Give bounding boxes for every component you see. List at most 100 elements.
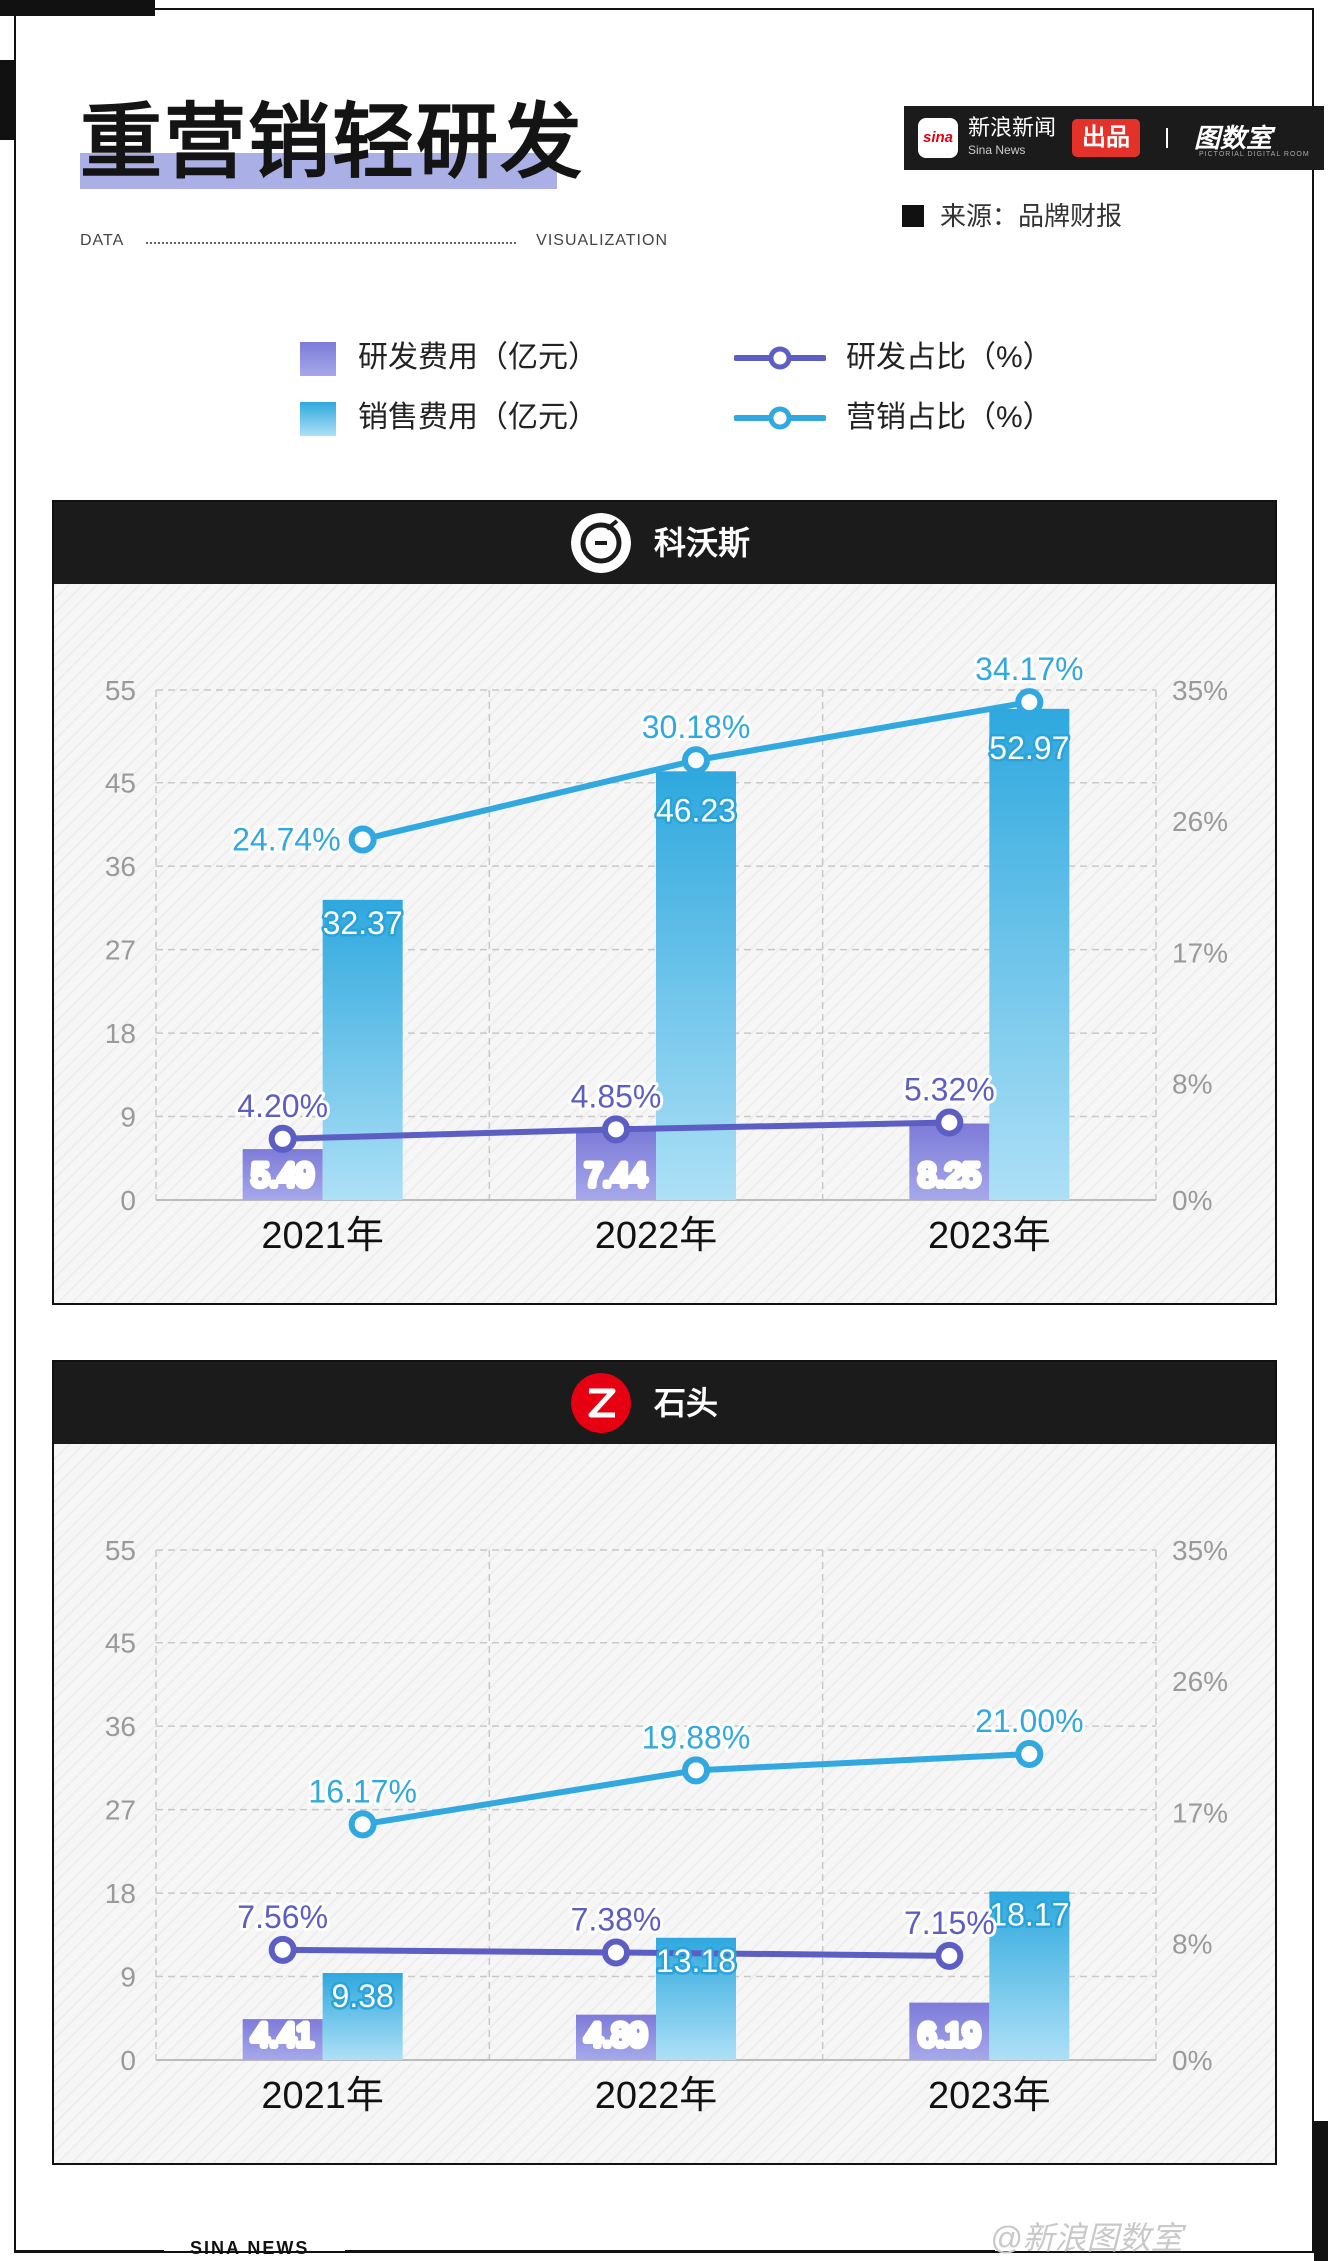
y-tick-label: 9 <box>120 1962 136 1993</box>
x-tick-label: 2021年 <box>261 2075 384 2117</box>
rd-ratio-data-label: 4.85% <box>571 1078 662 1114</box>
watermark: @新浪图数室 <box>990 2220 1183 2256</box>
mkt-ratio-point <box>1015 1740 1044 1768</box>
x-tick-label: 2022年 <box>595 1215 718 1257</box>
sales-cost-data-label: 9.38 <box>332 1978 394 2014</box>
y2-tick-label: 35% <box>1172 675 1228 706</box>
y2-tick-label: 8% <box>1172 1928 1212 1959</box>
sina-logo-icon: sina <box>918 118 958 158</box>
y-tick-label: 18 <box>105 1018 136 1049</box>
mkt-ratio-line-icon <box>734 406 826 430</box>
rd-ratio-point <box>268 1124 297 1153</box>
mkt-ratio-point <box>682 746 710 775</box>
footer-label: SINA NEWS <box>190 2238 310 2258</box>
rd-ratio-data-label: 7.38% <box>571 1901 662 1937</box>
sales-cost-data-label: 18.17 <box>989 1897 1069 1933</box>
y-tick-label: 36 <box>105 851 136 882</box>
lab-subtitle: PICTORIAL DIGITAL ROOM <box>1199 151 1310 158</box>
x-tick-label: 2023年 <box>928 2075 1051 2117</box>
lab-logo: 图数室 <box>1194 123 1273 153</box>
footer-rule <box>14 2250 164 2252</box>
y-tick-label: 45 <box>105 1628 136 1659</box>
rd-cost-data-label: 5.49 <box>252 1157 314 1193</box>
brand-name: 新浪新闻 <box>968 115 1057 140</box>
visualization-label: VISUALIZATION <box>536 232 668 249</box>
mkt-ratio-point <box>348 1810 377 1839</box>
panel-title: 石头 <box>654 1385 719 1421</box>
sales-cost-data-label: 52.97 <box>989 730 1069 766</box>
rd-cost-bar <box>242 1149 323 1200</box>
y-tick-label: 9 <box>120 1102 136 1133</box>
rd-ratio-data-label: 5.32% <box>904 1071 995 1107</box>
source-note: 来源：品牌财报 <box>902 196 1122 233</box>
legend-label: 营销占比（%） <box>846 401 1053 434</box>
y2-tick-label: 35% <box>1172 1535 1228 1566</box>
mkt-ratio-data-label: 30.18% <box>642 709 751 745</box>
y2-tick-label: 0% <box>1172 2045 1212 2076</box>
rd-ratio-point <box>935 1108 964 1137</box>
y-tick-label: 27 <box>105 935 136 966</box>
panel-header: 科沃斯 <box>54 502 1275 584</box>
sales-cost-bar <box>989 1891 1070 2060</box>
rd-ratio-point <box>268 1935 297 1964</box>
chart-area: 0 9 18 27 36 45 55 0% 8% 17% 26% 35% 2021年 2022年 2023年… <box>54 1444 1275 2163</box>
y-tick-label: 27 <box>105 1795 136 1826</box>
rd-ratio-data-label: 7.15% <box>904 1905 995 1941</box>
chart-ecovacs: 0 9 18 27 36 45 55 0% 8% 17% 26% 35% 2021年 2022年 2023年… <box>54 584 1275 1303</box>
ecovacs-logo-icon <box>571 513 631 573</box>
corner-decoration <box>1314 2121 1328 2261</box>
chart-area: 0 9 18 27 36 45 55 0% 8% 17% 26% 35% 2021年 2022年 2023年… <box>54 584 1275 1303</box>
source-text: 来源：品牌财报 <box>940 201 1123 231</box>
corner-decoration <box>0 60 14 140</box>
panel-title: 科沃斯 <box>654 525 751 561</box>
mkt-ratio-data-label: 19.88% <box>642 1719 751 1755</box>
footer-rule <box>345 2250 995 2252</box>
rd-cost-data-label: 4.41 <box>252 2017 314 2053</box>
y-tick-label: 0 <box>120 1185 136 1216</box>
mkt-ratio-data-label: 34.17% <box>975 651 1084 687</box>
rd-ratio-point <box>602 1115 630 1144</box>
page-title: 重营销轻研发 <box>80 97 585 188</box>
chart-roborock: 0 9 18 27 36 45 55 0% 8% 17% 26% 35% 2021年 2022年 2023年… <box>54 1444 1275 2163</box>
brand-separator <box>1166 128 1168 148</box>
y2-tick-label: 17% <box>1172 1797 1228 1828</box>
rd-cost-bar <box>909 2002 990 2060</box>
dotted-divider <box>146 242 516 244</box>
x-tick-label: 2021年 <box>261 1215 384 1257</box>
sales-cost-bar <box>656 771 736 1200</box>
mkt-ratio-data-label: 21.00% <box>975 1703 1084 1739</box>
brand-badge: 出品 <box>1072 119 1140 157</box>
rd-ratio-point <box>602 1938 630 1967</box>
rd-cost-data-label: 4.89 <box>585 2017 647 2053</box>
y2-tick-label: 8% <box>1172 1068 1212 1099</box>
sales-cost-data-label: 32.37 <box>323 905 403 941</box>
y2-tick-label: 17% <box>1172 937 1228 968</box>
y-tick-label: 45 <box>105 768 136 799</box>
y2-tick-label: 26% <box>1172 806 1228 837</box>
y-tick-label: 18 <box>105 1878 136 1909</box>
mkt-ratio-point <box>348 825 377 854</box>
y2-tick-label: 26% <box>1172 1666 1228 1697</box>
rd-ratio-data-label: 7.56% <box>237 1899 328 1935</box>
rd-cost-data-label: 8.25 <box>918 1157 980 1193</box>
y-tick-label: 0 <box>120 2045 136 2076</box>
x-tick-label: 2022年 <box>595 2075 718 2117</box>
rd-cost-data-label: 7.44 <box>585 1157 647 1193</box>
chart-panel-ecovacs: 科沃斯 0 9 18 27 36 45 55 0% 8% 17% 26% 35% 2021年 2022年 2… <box>52 500 1277 1305</box>
brand-banner: sina 新浪新闻 Sina News 出品 图数室 PICTORIAL DIG… <box>904 106 1324 170</box>
y-tick-label: 55 <box>105 1535 136 1566</box>
rd-ratio-line-icon <box>734 346 826 370</box>
mkt-ratio-data-label: 24.74% <box>232 822 341 858</box>
data-label: DATA <box>80 232 125 249</box>
rd-ratio-point <box>935 1941 964 1970</box>
mkt-ratio-data-label: 16.17% <box>308 1773 417 1809</box>
brand-subtitle: Sina News <box>968 143 1026 157</box>
data-visualization-rule: DATA VISUALIZATION <box>80 232 668 252</box>
sales-cost-swatch-icon <box>300 402 336 436</box>
sales-cost-data-label: 13.18 <box>656 1943 736 1979</box>
legend-label: 销售费用（亿元） <box>358 401 598 434</box>
title-highlight <box>80 153 557 189</box>
legend: 研发费用（亿元） 销售费用（亿元） 研发占比（%） 营销占比（%） <box>300 338 1060 448</box>
square-bullet-icon <box>902 205 924 227</box>
corner-decoration <box>0 0 155 16</box>
